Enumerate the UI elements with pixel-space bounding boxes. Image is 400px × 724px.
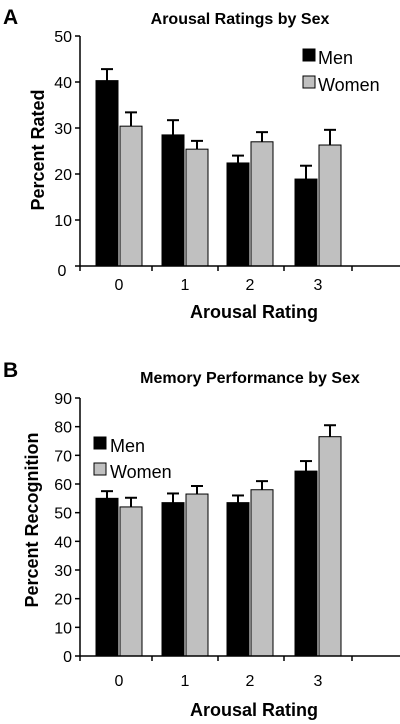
panel-b-legend-swatch-men [93,436,107,450]
panel-b-y-tick-70: 70 [54,448,72,465]
panel-a-bar-men-3 [294,178,318,267]
panel-a-error-bars [101,68,336,180]
panel-a-axes [75,35,400,271]
panel-a-x-tick-1: 1 [181,277,190,294]
panel-b-legend: Men Women [93,436,172,482]
panel-b-bar-women-3 [318,436,342,657]
panel-b-y-tick-30: 30 [54,563,72,580]
panel-b-error-bar-women-2 [256,480,268,490]
panel-a-bar-men-1 [161,134,185,267]
panel-b-x-tick-0: 0 [115,673,124,690]
panel-a-bar-women-2 [250,141,274,267]
panel-a-x-ticks: 0 1 2 3 [115,277,323,294]
panel-a-title: Arousal Ratings by Sex [151,11,330,28]
panel-b-y-tick-0: 0 [63,649,72,666]
panel-b-title: Memory Performance by Sex [140,370,360,387]
panel-a-y-tick-0: 0 [58,263,67,280]
panel-b-bar-men-1 [161,502,185,657]
panel-a-y-axis-label: Percent Rated [28,89,48,210]
panel-b-y-tick-20: 20 [54,592,72,609]
panel-b-y-tick-40: 40 [54,534,72,551]
panel-a-error-bar-men-3 [300,164,312,180]
panel-a: A Arousal Ratings by Sex Percent Rated A… [3,6,400,322]
panel-b: B Memory Performance by Sex Percent Reco… [3,359,400,720]
panel-b-error-bar-women-0 [125,496,137,507]
panel-b-y-ticks: 0 10 20 30 40 50 60 70 80 90 [54,391,72,666]
panel-b-error-bar-men-2 [232,494,244,503]
panel-b-y-tick-10: 10 [54,620,72,637]
panel-a-legend-swatch-men [302,48,316,62]
panel-a-bars [95,80,342,267]
panel-b-bar-men-0 [95,497,119,657]
panel-b-error-bar-women-1 [191,485,203,495]
panel-b-x-ticks: 0 1 2 3 [115,673,323,690]
panel-b-legend-label-men: Men [110,436,145,456]
panel-a-y-tick-30: 30 [54,121,72,138]
panel-b-error-bars [101,424,336,507]
panel-b-axes [75,397,400,661]
panel-b-y-tick-50: 50 [54,506,72,523]
panel-b-y-tick-80: 80 [54,420,72,437]
panel-a-y-tick-50: 50 [54,29,72,46]
panel-b-bar-women-2 [250,489,274,657]
panel-b-y-tick-90: 90 [54,391,72,408]
panel-b-y-tick-60: 60 [54,477,72,494]
panel-b-x-tick-1: 1 [181,673,190,690]
panel-a-legend: Men Women [302,48,380,95]
panel-b-bar-men-2 [226,502,250,657]
panel-a-letter: A [3,6,18,29]
panel-a-x-tick-0: 0 [115,277,124,294]
panel-a-legend-swatch-women [302,75,316,89]
panel-a-y-ticks: 0 10 20 30 40 50 [54,29,72,280]
panel-a-error-bar-women-2 [256,131,268,142]
panel-a-bar-women-0 [119,125,143,267]
panel-b-error-bar-men-1 [167,492,179,503]
panel-b-bar-men-3 [294,470,318,657]
panel-a-error-bar-women-3 [324,128,336,146]
panel-a-error-bar-men-1 [167,119,179,135]
panel-b-bar-women-1 [185,493,209,657]
panel-a-error-bar-men-0 [101,68,113,81]
panel-b-legend-label-women: Women [110,462,172,482]
panel-b-x-tick-3: 3 [314,673,323,690]
panel-a-x-axis-label: Arousal Rating [190,302,318,322]
panel-a-x-tick-3: 3 [314,277,323,294]
panel-b-x-axis-label: Arousal Rating [190,700,318,720]
panel-b-error-bar-men-3 [300,460,312,472]
panel-a-y-tick-10: 10 [54,213,72,230]
panel-a-y-tick-20: 20 [54,167,72,184]
panel-a-error-bar-women-1 [191,139,203,150]
panel-a-x-tick-2: 2 [246,277,255,294]
panel-a-error-bar-men-2 [232,154,244,163]
panel-b-bars [95,436,342,657]
panel-a-legend-label-men: Men [318,48,353,68]
panel-b-legend-swatch-women [93,462,107,476]
panel-a-error-bar-women-0 [125,111,137,127]
panel-a-bar-women-1 [185,148,209,267]
panel-a-y-tick-40: 40 [54,75,72,92]
panel-b-error-bar-men-0 [101,490,113,499]
panel-b-y-axis-label: Percent Recognition [22,432,42,607]
panel-b-error-bar-women-3 [324,424,336,437]
panel-a-bar-men-0 [95,80,119,267]
panel-a-legend-label-women: Women [318,75,380,95]
panel-b-letter: B [3,359,18,382]
panel-b-bar-women-0 [119,506,143,657]
panel-a-bar-women-3 [318,144,342,267]
panel-b-x-tick-2: 2 [246,673,255,690]
panel-a-bar-men-2 [226,162,250,267]
